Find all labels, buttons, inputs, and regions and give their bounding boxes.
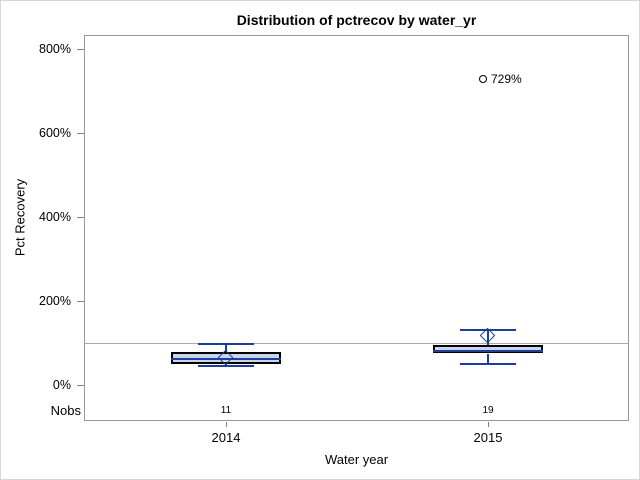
- y-tick-label: 400%: [39, 210, 71, 224]
- whisker-stem-top: [225, 344, 227, 352]
- whisker-stem-bottom: [487, 353, 489, 364]
- nobs-value: 11: [220, 405, 232, 416]
- nobs-row-label: Nobs: [50, 403, 81, 418]
- x-axis-title: Water year: [324, 452, 389, 467]
- chart-title: Distribution of pctrecov by water_yr: [236, 12, 477, 28]
- box: [433, 345, 543, 354]
- whisker-stem-top: [487, 329, 489, 346]
- y-tick-mark: [77, 133, 84, 134]
- y-tick-mark: [77, 385, 84, 386]
- y-tick-label: 600%: [39, 126, 71, 140]
- y-tick-mark: [77, 49, 84, 50]
- median-line: [433, 349, 543, 352]
- whisker-cap-bottom: [198, 365, 254, 368]
- category-label: 2014: [211, 430, 241, 445]
- x-tick-mark: [226, 422, 227, 427]
- plot-area-frame: [84, 35, 629, 421]
- reference-line: [85, 343, 628, 344]
- y-tick-mark: [77, 301, 84, 302]
- outlier-label: 729%: [491, 71, 522, 86]
- y-tick-label: 800%: [39, 42, 71, 56]
- y-tick-label: 0%: [52, 378, 71, 392]
- nobs-value: 19: [482, 405, 494, 416]
- y-tick-mark: [77, 217, 84, 218]
- y-tick-label: 200%: [39, 294, 71, 308]
- category-label: 2015: [473, 430, 503, 445]
- outlier-marker-icon: [479, 74, 487, 83]
- median-line: [171, 357, 281, 360]
- x-tick-mark: [488, 422, 489, 427]
- whisker-stem-bottom: [225, 364, 227, 367]
- whisker-cap-bottom: [460, 363, 516, 365]
